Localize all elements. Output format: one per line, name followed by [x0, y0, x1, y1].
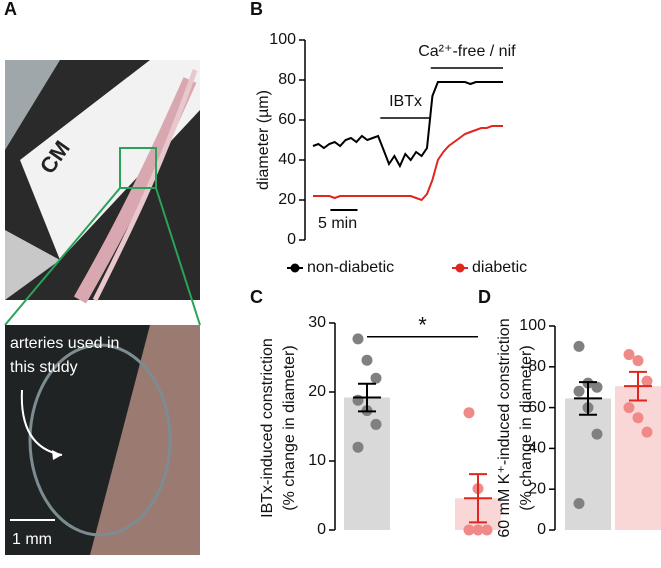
- annotation: IBTx: [389, 93, 422, 110]
- photo: [4, 60, 201, 555]
- y-axis-label: (% change in diameter): [518, 345, 535, 510]
- y-axis-label: IBTx-induced constriction: [259, 338, 276, 518]
- data-point: [632, 412, 644, 424]
- significance-label: *: [418, 313, 427, 338]
- data-point: [641, 426, 653, 438]
- legend-label: non-diabetic: [307, 259, 394, 276]
- data-point: [472, 524, 484, 536]
- y-tick-label: 40: [278, 151, 296, 168]
- data-point: [573, 385, 585, 397]
- data-point: [641, 375, 653, 387]
- data-point: [623, 402, 635, 414]
- y-tick-label: 60: [278, 111, 296, 128]
- y-tick-label: 0: [317, 521, 326, 538]
- y-tick-label: 40: [528, 440, 546, 457]
- y-tick-label: 100: [269, 31, 296, 48]
- data-point: [623, 349, 635, 361]
- legend-dot: [290, 263, 300, 273]
- y-axis-label: 60 mM K⁺-induced constriction: [496, 318, 513, 537]
- data-point: [573, 497, 585, 509]
- panel-label: A: [4, 0, 17, 19]
- photo-caption: arteries used in: [10, 335, 119, 352]
- y-tick-label: 60: [528, 399, 546, 416]
- data-point: [352, 394, 364, 406]
- data-point: [361, 354, 373, 366]
- photo-caption: this study: [10, 359, 78, 376]
- legend-dot: [455, 263, 465, 273]
- panel-label: C: [250, 287, 263, 307]
- y-axis-label: diameter (µm): [255, 90, 272, 190]
- trace: [312, 81, 503, 169]
- y-tick-label: 100: [519, 317, 546, 334]
- data-point: [463, 524, 475, 536]
- data-point: [463, 407, 475, 419]
- y-tick-label: 10: [308, 452, 326, 469]
- y-tick-label: 80: [528, 358, 546, 375]
- y-tick-label: 30: [308, 314, 326, 331]
- bar: [565, 398, 611, 530]
- bar: [344, 397, 390, 530]
- y-tick-label: 20: [528, 480, 546, 497]
- data-point: [352, 333, 364, 345]
- bar: [615, 386, 661, 530]
- y-tick-label: 0: [287, 231, 296, 248]
- panel-label: B: [250, 0, 263, 19]
- y-tick-label: 20: [278, 191, 296, 208]
- panel-label: D: [478, 287, 491, 307]
- data-point: [370, 372, 382, 384]
- scale-label: 1 mm: [12, 531, 52, 548]
- annotation: Ca²⁺-free / nif: [418, 43, 516, 60]
- data-point: [481, 524, 493, 536]
- data-point: [352, 441, 364, 453]
- scale-bar-label: 5 min: [318, 215, 357, 232]
- legend-label: diabetic: [472, 259, 527, 276]
- data-point: [370, 418, 382, 430]
- y-tick-label: 80: [278, 71, 296, 88]
- y-axis-label: (% change in diameter): [281, 345, 298, 510]
- y-tick-label: 20: [308, 383, 326, 400]
- data-point: [632, 355, 644, 367]
- data-point: [573, 340, 585, 352]
- data-point: [591, 428, 603, 440]
- trace: [313, 125, 503, 202]
- y-tick-label: 0: [537, 521, 546, 538]
- data-point: [591, 381, 603, 393]
